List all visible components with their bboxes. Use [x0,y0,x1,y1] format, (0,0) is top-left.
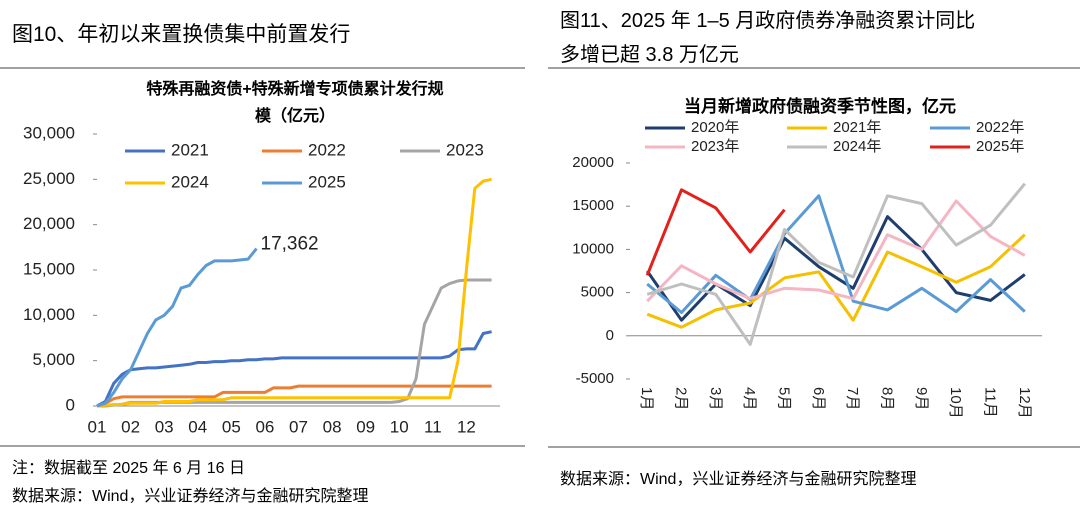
legend-label: 2021年 [833,119,881,136]
x-tick-label: 2月 [673,387,690,410]
x-tick-label: 8月 [879,387,896,410]
x-tick-label: 01 [88,417,107,436]
y-tick-label: 15,000 [23,259,75,278]
y-tick-label: 30,000 [23,123,75,142]
x-tick-label: 09 [356,417,375,436]
series-line [646,233,1026,329]
x-tick-label: 11月 [982,387,999,418]
legend-label: 2023 [446,140,484,159]
series-line [96,247,258,408]
legend-label: 2023年 [691,138,739,155]
series-line [646,182,1026,346]
y-tick-label: 10000 [572,240,614,257]
x-tick-label: 10 [390,417,409,436]
chart-title: 特殊再融资债+特殊新增专项债累计发行规 模（亿元） [146,81,444,125]
legend-label: 2022 [308,140,346,159]
heading: 图11、2025 年 1–5 月政府债券净融资累计同比 多增已超 3.8 万亿元 [560,10,976,66]
x-tick-label: 10月 [947,387,964,419]
legend-label: 2020年 [691,119,739,136]
legend-label: 2024年 [833,138,881,155]
legend-label: 2025年 [976,138,1024,155]
series-line [645,188,786,276]
x-tick-label: 02 [121,417,140,436]
x-tick-label: 4月 [741,387,758,410]
x-tick-label: 6月 [810,387,827,410]
y-tick-label: 10,000 [23,305,75,324]
legend-label: 2022年 [976,119,1024,136]
legend-label: 2025 [308,172,346,191]
y-tick-label: 25,000 [23,169,75,188]
source: 数据来源：Wind，兴业证券经济与金融研究院整理 [560,471,917,488]
x-tick-label: 03 [155,417,174,436]
series-line [96,384,492,408]
x-tick-label: 08 [323,417,342,436]
x-tick-label: 5月 [776,387,793,410]
x-tick-label: 04 [188,417,207,436]
y-tick-label: 0 [606,327,614,344]
source: 数据来源：Wind，兴业证券经济与金融研究院整理 [12,488,369,505]
x-tick-label: 12 [457,417,476,436]
chart-title: 当月新增政府债融资季节性图，亿元 [684,97,956,116]
x-tick-label: 06 [255,417,274,436]
series-line [96,177,492,408]
y-tick-label: 15000 [572,197,614,214]
y-tick-label: 20,000 [23,214,75,233]
y-tick-label: 20000 [572,154,614,171]
series-line [96,330,492,408]
y-tick-label: 5,000 [32,350,75,369]
y-tick-label: 5000 [581,284,614,301]
x-tick-label: 9月 [913,387,930,410]
series-line [646,199,1026,303]
y-tick-label: -5000 [576,370,614,387]
legend-label: 2024 [171,172,209,191]
x-tick-label: 07 [289,417,308,436]
series-line [645,215,1026,322]
x-tick-label: 12月 [1016,387,1033,419]
note: 注：数据截至 2025 年 6 月 16 日 [12,460,245,477]
x-tick-label: 1月 [638,387,655,410]
annotation: 17,362 [261,234,319,255]
x-tick-label: 11 [424,417,442,436]
heading: 图10、年初以来置换债集中前置发行 [12,23,351,46]
legend-label: 2021 [171,140,209,159]
x-tick-label: 3月 [707,387,724,410]
y-tick-label: 0 [66,395,75,414]
x-tick-label: 05 [222,417,241,436]
x-tick-label: 7月 [844,387,861,410]
